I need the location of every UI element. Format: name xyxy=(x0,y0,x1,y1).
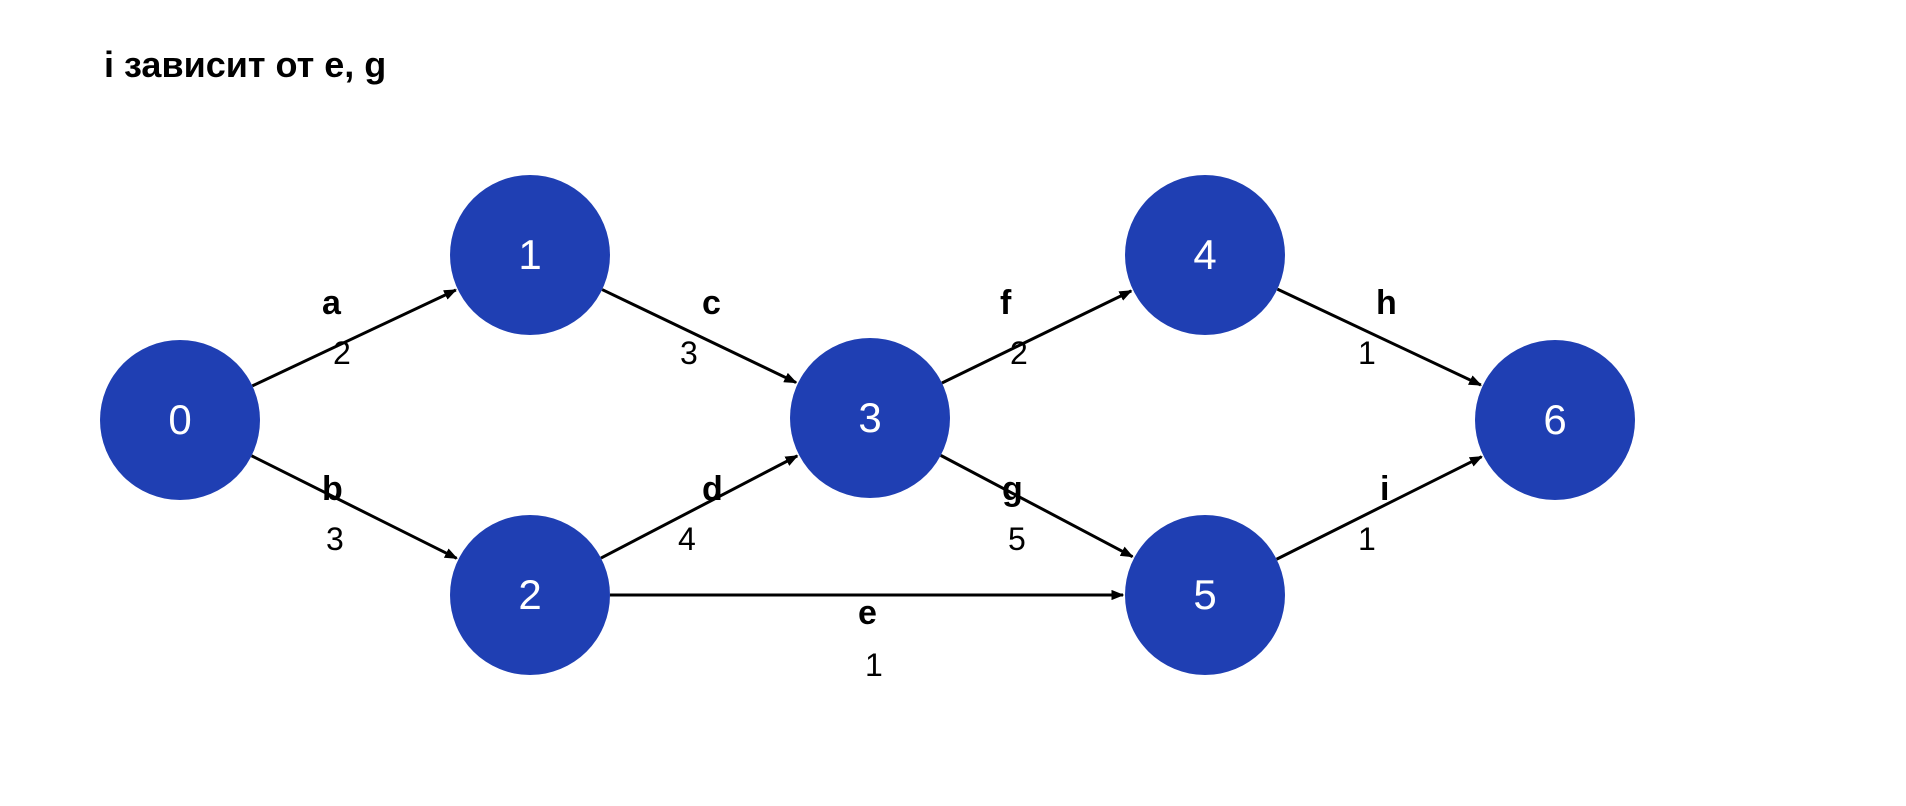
edge-label-g: g xyxy=(1002,470,1023,509)
node-3: 3 xyxy=(790,338,950,498)
diagram-title: i зависит от e, g xyxy=(104,44,386,86)
edge-weight-a: 2 xyxy=(333,335,351,372)
edge-label-i: i xyxy=(1380,470,1389,509)
edge-f xyxy=(942,291,1131,383)
node-label: 5 xyxy=(1193,571,1216,619)
edge-label-h: h xyxy=(1376,284,1397,323)
node-label: 1 xyxy=(518,231,541,279)
node-0: 0 xyxy=(100,340,260,500)
edge-weight-i: 1 xyxy=(1358,521,1376,558)
node-6: 6 xyxy=(1475,340,1635,500)
edge-label-e: e xyxy=(858,594,877,633)
node-label: 3 xyxy=(858,394,881,442)
edge-weight-b: 3 xyxy=(326,521,344,558)
node-4: 4 xyxy=(1125,175,1285,335)
node-label: 6 xyxy=(1543,396,1566,444)
edge-label-b: b xyxy=(322,470,343,509)
edge-weight-f: 2 xyxy=(1010,335,1028,372)
edge-weight-h: 1 xyxy=(1358,335,1376,372)
edge-d xyxy=(601,456,797,558)
node-label: 2 xyxy=(518,571,541,619)
node-5: 5 xyxy=(1125,515,1285,675)
node-label: 4 xyxy=(1193,231,1216,279)
edge-label-c: c xyxy=(702,284,721,323)
edge-a xyxy=(252,290,455,386)
node-1: 1 xyxy=(450,175,610,335)
edge-b xyxy=(252,456,457,559)
edge-label-d: d xyxy=(702,470,723,509)
edge-label-f: f xyxy=(1000,284,1011,323)
edge-weight-c: 3 xyxy=(680,335,698,372)
node-2: 2 xyxy=(450,515,610,675)
diagram-canvas: i зависит от e, g 0123456 a2b3c3d4e1f2g5… xyxy=(0,0,1906,806)
edge-weight-d: 4 xyxy=(678,521,696,558)
edge-weight-e: 1 xyxy=(865,647,883,684)
node-label: 0 xyxy=(168,396,191,444)
edge-c xyxy=(602,290,796,383)
edge-weight-g: 5 xyxy=(1008,521,1026,558)
edge-label-a: a xyxy=(322,284,341,323)
edge-g xyxy=(941,455,1133,556)
